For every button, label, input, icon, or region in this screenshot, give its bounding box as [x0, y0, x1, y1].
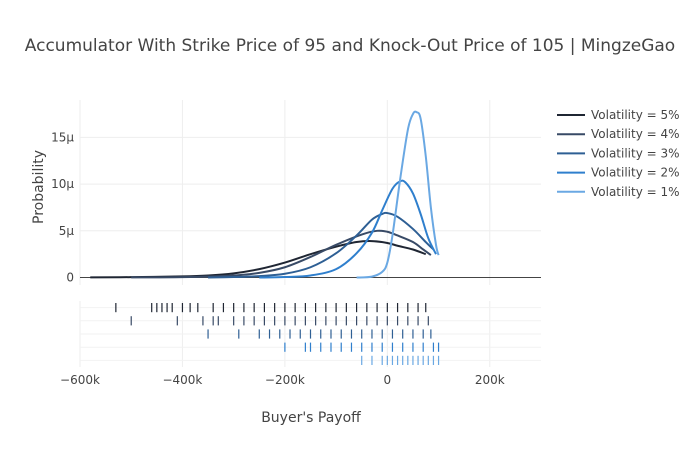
series-line-3	[208, 211, 435, 279]
x-axis-ticks: −600k −400k −200k 0 200k	[60, 373, 505, 387]
legend-label: Volatility = 4%	[591, 127, 680, 141]
x-tick-label: 0	[384, 373, 392, 387]
legend-label: Volatility = 1%	[591, 185, 680, 199]
x-tick-label: −400k	[162, 373, 202, 387]
legend-label: Volatility = 5%	[591, 108, 680, 122]
legend-item: Volatility = 5%	[557, 108, 680, 122]
y-axis-ticks: 0 5μ 10μ 15μ	[51, 130, 74, 284]
y-tick-label: 15μ	[51, 130, 74, 144]
series-line-1	[90, 240, 427, 279]
y-tick-label: 0	[66, 271, 74, 285]
x-tick-label: −200k	[265, 373, 305, 387]
legend-item: Volatility = 4%	[557, 127, 680, 141]
x-axis-label: Buyer's Payoff	[261, 410, 361, 426]
x-tick-label: 200k	[475, 373, 505, 387]
legend: Volatility = 5% Volatility = 4% Volatility…	[557, 108, 680, 199]
y-axis-label: Probability	[31, 150, 47, 224]
series-lines	[90, 110, 440, 279]
y-tick-label: 5μ	[59, 224, 75, 238]
series-line-4	[259, 179, 437, 279]
legend-label: Volatility = 3%	[591, 146, 680, 160]
rug-marks	[115, 303, 440, 365]
series-line-5	[356, 110, 440, 279]
y-tick-label: 10μ	[51, 177, 74, 191]
x-tick-label: −600k	[60, 373, 100, 387]
legend-label: Volatility = 2%	[591, 166, 680, 180]
series-line-2	[131, 229, 432, 279]
legend-item: Volatility = 2%	[557, 166, 680, 180]
chart-title: Accumulator With Strike Price of 95 and …	[25, 36, 675, 56]
legend-item: Volatility = 1%	[557, 185, 680, 199]
legend-item: Volatility = 3%	[557, 146, 680, 160]
